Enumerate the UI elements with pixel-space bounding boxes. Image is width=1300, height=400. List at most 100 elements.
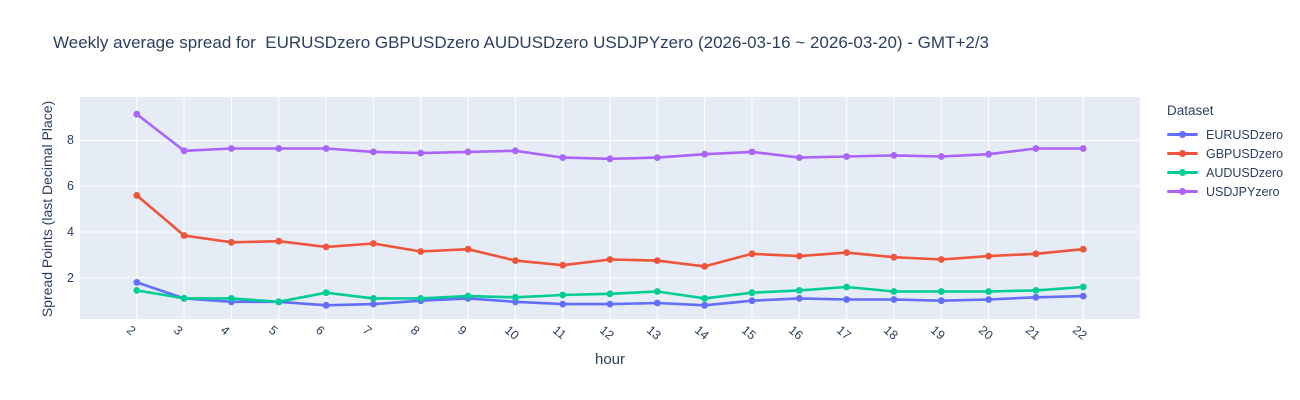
data-point-USDJPYzero[interactable] [843, 153, 850, 160]
data-point-AUDUSDzero[interactable] [1032, 287, 1040, 294]
x-tick-label: 18 [880, 323, 901, 343]
data-point-GBPUSDzero[interactable] [890, 253, 898, 261]
x-tick-label: 2 [123, 323, 139, 339]
y-tick-label: 2 [67, 270, 74, 285]
data-point-USDJPYzero[interactable] [464, 148, 472, 156]
data-point-GBPUSDzero[interactable] [843, 249, 850, 256]
data-point-AUDUSDzero[interactable] [748, 289, 756, 297]
data-point-EURUSDzero[interactable] [1079, 292, 1087, 300]
data-point-EURUSDzero[interactable] [843, 296, 850, 303]
data-point-USDJPYzero[interactable] [890, 152, 898, 159]
data-point-GBPUSDzero[interactable] [180, 232, 188, 239]
data-point-USDJPYzero[interactable] [275, 145, 283, 152]
data-point-USDJPYzero[interactable] [559, 154, 567, 161]
data-point-GBPUSDzero[interactable] [1079, 245, 1087, 253]
data-point-AUDUSDzero[interactable] [985, 288, 992, 295]
legend-line-marker-icon [1167, 169, 1198, 176]
data-point-EURUSDzero[interactable] [701, 301, 708, 309]
data-point-AUDUSDzero[interactable] [133, 287, 141, 294]
data-point-AUDUSDzero[interactable] [180, 295, 188, 302]
data-point-USDJPYzero[interactable] [1079, 145, 1087, 152]
data-point-EURUSDzero[interactable] [133, 279, 141, 286]
data-point-GBPUSDzero[interactable] [1032, 250, 1040, 258]
x-tick-label: 13 [644, 323, 664, 343]
x-tick-label: 20 [975, 323, 996, 343]
data-point-EURUSDzero[interactable] [559, 300, 567, 308]
data-point-AUDUSDzero[interactable] [370, 295, 377, 302]
data-point-USDJPYzero[interactable] [748, 148, 756, 156]
legend-item-AUDUSDzero[interactable]: AUDUSDzero [1167, 163, 1283, 182]
data-point-AUDUSDzero[interactable] [606, 290, 614, 298]
data-point-GBPUSDzero[interactable] [748, 250, 756, 258]
data-point-GBPUSDzero[interactable] [512, 257, 519, 264]
data-point-USDJPYzero[interactable] [795, 154, 803, 161]
data-point-GBPUSDzero[interactable] [701, 263, 708, 270]
data-point-USDJPYzero[interactable] [228, 145, 235, 152]
data-point-GBPUSDzero[interactable] [985, 252, 992, 260]
data-point-AUDUSDzero[interactable] [937, 288, 945, 295]
data-point-GBPUSDzero[interactable] [937, 256, 945, 263]
data-point-EURUSDzero[interactable] [985, 296, 992, 303]
data-point-USDJPYzero[interactable] [180, 147, 188, 155]
x-tick-label: 11 [549, 323, 569, 343]
data-point-USDJPYzero[interactable] [322, 145, 330, 152]
data-point-USDJPYzero[interactable] [133, 110, 141, 118]
legend: Dataset EURUSDzero GBPUSDzero AUDUSDzero US… [1167, 103, 1283, 201]
data-point-USDJPYzero[interactable] [512, 147, 519, 155]
data-point-GBPUSDzero[interactable] [606, 256, 614, 263]
data-point-EURUSDzero[interactable] [937, 297, 945, 305]
data-point-AUDUSDzero[interactable] [795, 287, 803, 294]
x-tick-label: 4 [218, 323, 233, 339]
data-point-GBPUSDzero[interactable] [228, 238, 235, 246]
data-point-AUDUSDzero[interactable] [559, 291, 567, 299]
data-point-GBPUSDzero[interactable] [370, 240, 377, 247]
data-point-EURUSDzero[interactable] [795, 295, 803, 302]
data-point-EURUSDzero[interactable] [1032, 293, 1040, 301]
data-point-AUDUSDzero[interactable] [701, 295, 708, 302]
data-point-EURUSDzero[interactable] [322, 301, 330, 309]
data-point-GBPUSDzero[interactable] [322, 243, 330, 251]
data-point-GBPUSDzero[interactable] [417, 248, 425, 255]
data-point-USDJPYzero[interactable] [1032, 145, 1040, 152]
data-point-GBPUSDzero[interactable] [133, 192, 141, 199]
legend-item-EURUSDzero[interactable]: EURUSDzero [1167, 125, 1283, 144]
data-point-USDJPYzero[interactable] [701, 150, 708, 158]
legend-line-marker-icon [1167, 150, 1198, 157]
data-point-USDJPYzero[interactable] [417, 149, 425, 157]
data-point-EURUSDzero[interactable] [748, 297, 756, 305]
plot-area[interactable] [80, 97, 1140, 319]
chart-title: Weekly average spread for EURUSDzero GBP… [53, 33, 990, 52]
data-point-AUDUSDzero[interactable] [417, 295, 425, 302]
data-point-USDJPYzero[interactable] [985, 150, 992, 158]
data-point-AUDUSDzero[interactable] [512, 293, 519, 301]
data-point-AUDUSDzero[interactable] [464, 292, 472, 300]
data-point-USDJPYzero[interactable] [653, 154, 661, 161]
data-point-USDJPYzero[interactable] [606, 155, 614, 163]
x-tick-label: 8 [407, 323, 423, 339]
data-point-GBPUSDzero[interactable] [795, 252, 803, 260]
data-point-EURUSDzero[interactable] [606, 300, 614, 308]
data-point-AUDUSDzero[interactable] [653, 288, 661, 295]
data-point-AUDUSDzero[interactable] [228, 295, 235, 302]
data-point-EURUSDzero[interactable] [653, 299, 661, 307]
x-tick-label: 19 [928, 323, 948, 343]
data-point-EURUSDzero[interactable] [370, 300, 377, 308]
x-tick-label: 9 [455, 323, 470, 339]
data-point-AUDUSDzero[interactable] [843, 283, 850, 291]
legend-item-GBPUSDzero[interactable]: GBPUSDzero [1167, 144, 1283, 163]
data-point-GBPUSDzero[interactable] [464, 245, 472, 253]
data-point-AUDUSDzero[interactable] [322, 289, 330, 297]
data-point-AUDUSDzero[interactable] [1079, 283, 1087, 291]
legend-item-USDJPYzero[interactable]: USDJPYzero [1167, 182, 1283, 201]
data-point-AUDUSDzero[interactable] [275, 298, 283, 306]
data-point-USDJPYzero[interactable] [370, 148, 377, 156]
data-point-GBPUSDzero[interactable] [275, 237, 283, 245]
data-point-EURUSDzero[interactable] [890, 296, 898, 303]
x-tick-label: 16 [786, 323, 806, 343]
x-axis-title: hour [594, 351, 626, 368]
data-point-GBPUSDzero[interactable] [653, 257, 661, 264]
data-point-USDJPYzero[interactable] [937, 153, 945, 160]
data-point-AUDUSDzero[interactable] [890, 288, 898, 295]
data-point-GBPUSDzero[interactable] [559, 261, 567, 269]
plot-canvas[interactable] [80, 97, 1140, 319]
